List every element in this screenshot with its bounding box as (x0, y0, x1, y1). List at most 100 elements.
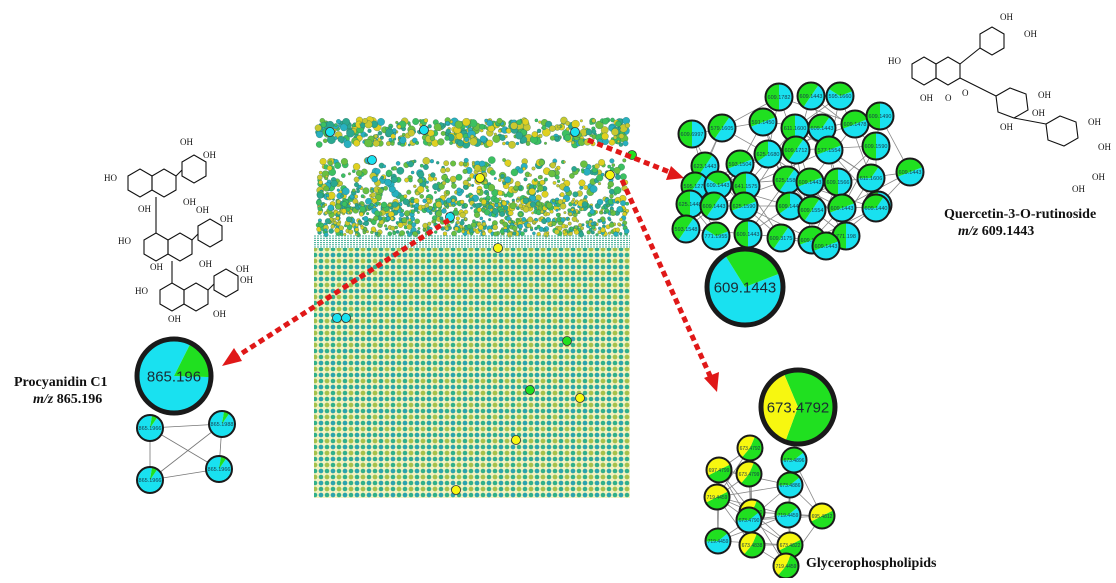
overview-node (436, 161, 440, 165)
procyanidin-node: 865.1988 (208, 410, 236, 438)
overview-node (476, 189, 481, 194)
overview-node (588, 219, 593, 224)
overview-node (404, 210, 411, 217)
overview-node (443, 160, 450, 167)
overview-node (512, 225, 518, 231)
svg-text:HO: HO (135, 286, 148, 296)
quercetin-node: 625.1448 (675, 189, 705, 219)
overview-node (415, 140, 420, 145)
overview-node (419, 163, 424, 168)
overview-node (618, 142, 624, 147)
overview-node (546, 212, 551, 216)
overview-node (360, 194, 365, 199)
quercetin-mz-prefix: m/z (958, 224, 979, 239)
overview-node (567, 221, 572, 226)
overview-node (337, 135, 345, 143)
overview-node (613, 135, 618, 140)
overview-node (374, 231, 379, 236)
overview-node (590, 222, 595, 226)
overview-node (444, 135, 450, 141)
overview-node (415, 191, 420, 196)
overview-node (532, 231, 536, 236)
overview-node (317, 174, 323, 181)
overview-node (503, 228, 508, 233)
overview-node (569, 226, 574, 231)
overview-node (531, 166, 536, 171)
overview-node (469, 137, 478, 146)
overview-node (488, 218, 492, 222)
overview-node (597, 230, 602, 235)
overview-node (432, 219, 437, 224)
quercetin-node-label: 611.1606 (860, 176, 883, 182)
overview-node (326, 165, 333, 171)
overview-node (554, 229, 560, 235)
overview-node (561, 178, 566, 182)
overview-node (392, 166, 397, 171)
overview-node (324, 218, 331, 224)
overview-node (608, 218, 612, 222)
glycero-hub-node: 673.4792 (758, 367, 838, 447)
overview-node (536, 232, 541, 237)
overview-node (492, 134, 501, 143)
overview-node (371, 175, 379, 183)
overview-node (478, 224, 484, 231)
overview-node (528, 188, 536, 196)
overview-node (546, 202, 553, 209)
overview-node (400, 208, 405, 213)
overview-node (327, 160, 333, 166)
quercetin-node-label: 641.1575 (735, 184, 758, 190)
arrow-head-procyanidin (222, 348, 242, 366)
glycero-node-label: 673.4822 (780, 543, 801, 549)
overview-highlight-node (325, 127, 335, 137)
overview-node (608, 139, 616, 146)
overview-node (504, 134, 508, 139)
overview-node (507, 210, 514, 216)
quercetin-node-label: 609.1443 (899, 170, 922, 176)
quercetin-node-label: 609.1443 (800, 94, 823, 100)
quercetin-node-label: 609.1566 (827, 180, 850, 186)
quercetin-mz-value: 609.1443 (981, 224, 1035, 239)
quercetin-node: 609.1566 (823, 167, 853, 197)
overview-node (549, 125, 556, 132)
overview-node (498, 178, 502, 182)
overview-node (435, 210, 443, 218)
procyanidin-cluster: 865.1966 865.1988 865.1966 865.1966 865.196 (134, 336, 236, 494)
overview-highlight-node (605, 170, 615, 180)
overview-node (341, 201, 348, 207)
overview-node (522, 206, 530, 213)
overview-node (334, 227, 340, 233)
overview-node (445, 128, 451, 134)
overview-node (600, 172, 605, 177)
overview-node (445, 178, 450, 184)
overview-node (619, 232, 623, 236)
overview-node (487, 125, 495, 133)
arrow-to-glycero (619, 178, 714, 380)
overview-node (375, 201, 380, 206)
svg-text:OH: OH (1098, 142, 1111, 152)
overview-node (434, 230, 438, 234)
overview-highlight-node (525, 385, 535, 395)
overview-node (384, 178, 392, 187)
overview-highlight-node (419, 125, 429, 135)
overview-node (527, 216, 534, 223)
overview-node (502, 181, 507, 186)
glycero-node: 719.4459 (772, 552, 800, 580)
overview-node (559, 192, 565, 197)
overview-node (578, 223, 583, 228)
overview-node (502, 221, 508, 228)
overview-node (488, 156, 496, 164)
overview-node (447, 223, 451, 228)
svg-text:OH: OH (1072, 184, 1085, 194)
quercetin-node: 609.1442 (775, 191, 805, 221)
quercetin-node-label: 771.198 (836, 234, 856, 240)
overview-node (571, 137, 575, 141)
overview-node (466, 224, 472, 229)
overview-node (622, 140, 629, 147)
overview-node (528, 173, 532, 177)
overview-node (585, 220, 590, 225)
overview-node (467, 177, 472, 182)
overview-node (410, 209, 416, 214)
overview-node (391, 176, 398, 183)
